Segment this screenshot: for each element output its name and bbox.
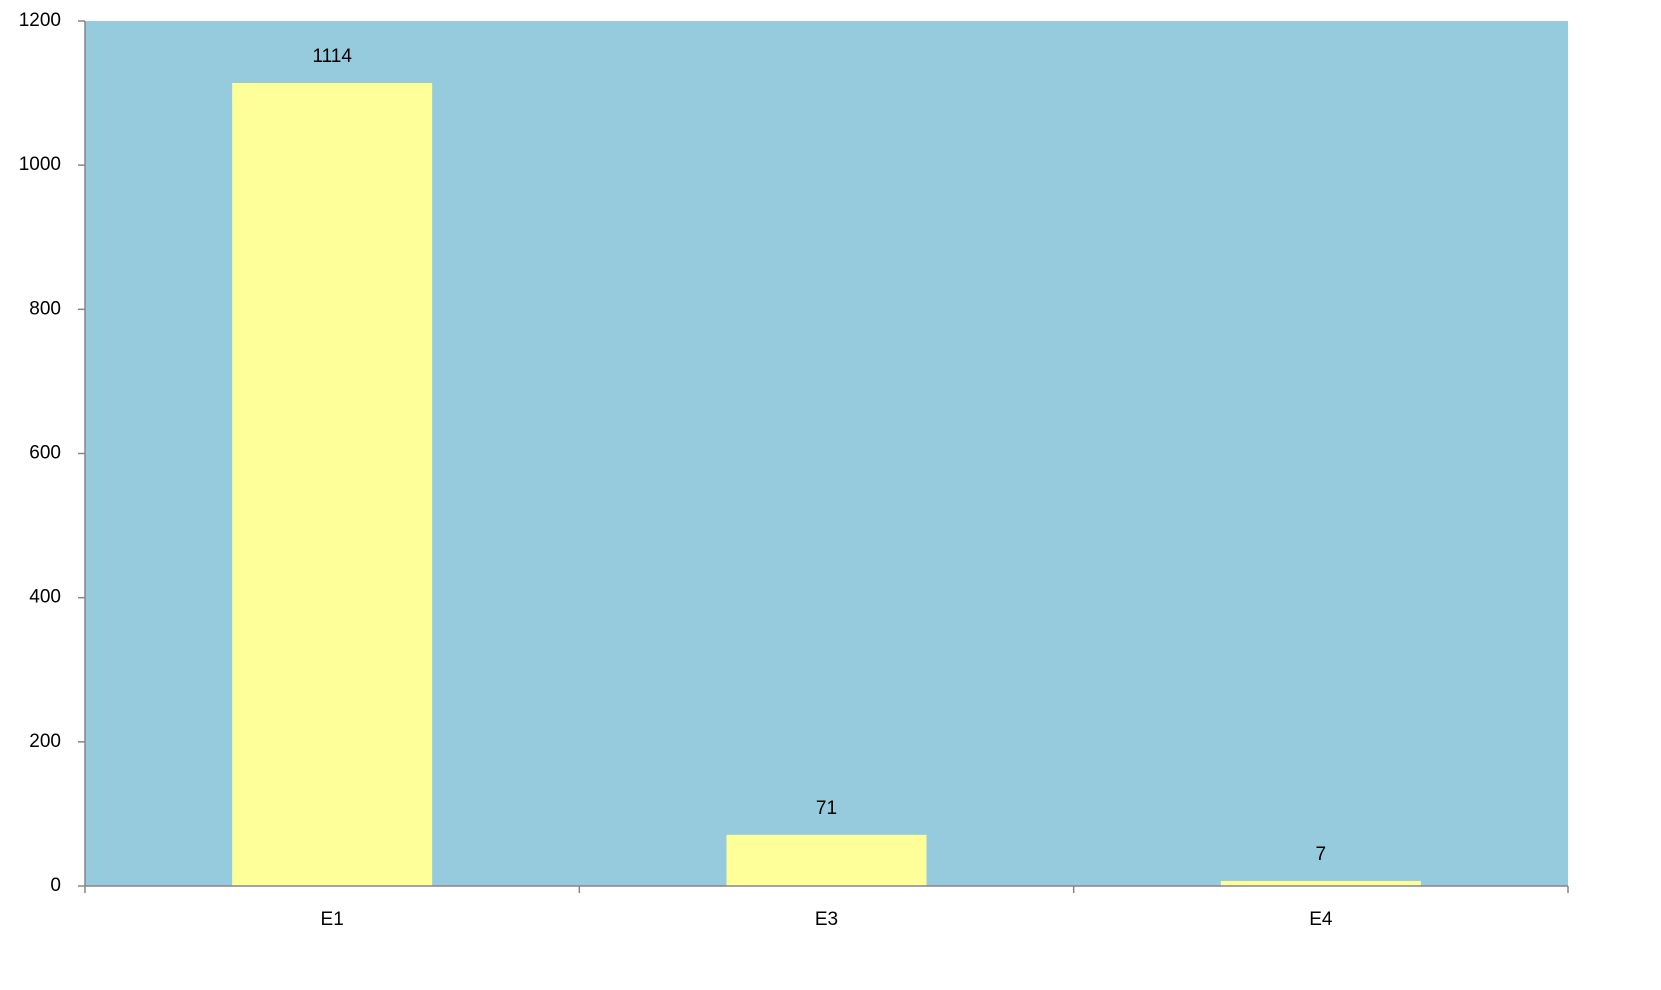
bar	[232, 82, 433, 886]
bar	[1220, 880, 1421, 886]
x-tick-label: E4	[1309, 909, 1333, 930]
y-tick-label: 800	[29, 298, 61, 319]
x-tick-label: E1	[321, 909, 344, 930]
y-tick-label: 0	[50, 875, 61, 896]
y-tick-label: 400	[29, 587, 61, 608]
data-label: 1114	[312, 46, 352, 67]
x-tick-label: E3	[815, 909, 838, 930]
y-tick-label: 1200	[19, 10, 61, 31]
y-tick-label: 600	[29, 443, 61, 464]
data-label: 71	[816, 798, 837, 819]
y-tick-label: 1000	[19, 154, 61, 175]
data-label: 7	[1316, 844, 1327, 865]
bar	[726, 834, 927, 886]
y-tick-label: 200	[29, 731, 61, 752]
